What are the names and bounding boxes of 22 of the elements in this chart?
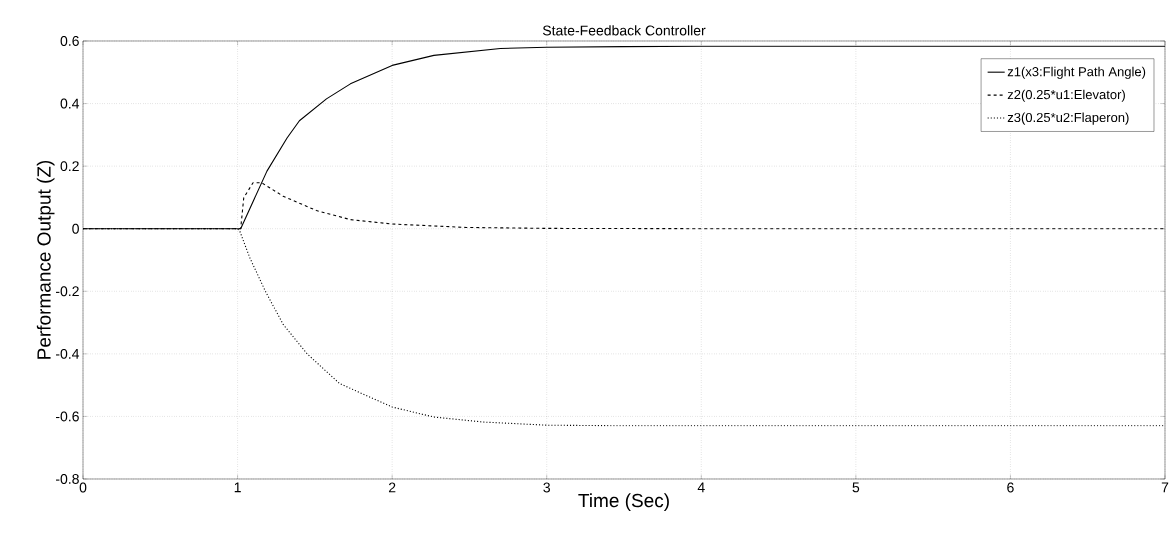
y-axis-title: Performance Output (Z): [36, 160, 55, 359]
x-tick-label: 6: [1007, 482, 1014, 493]
x-axis-title: Time (Sec): [578, 493, 669, 511]
y-tick-label: 0.2: [60, 161, 79, 172]
x-tick-label: 1: [234, 482, 241, 493]
x-tick-label: 3: [543, 482, 550, 493]
legend-label: z2(0.25*u1:Elevator): [1007, 89, 1125, 102]
x-tick-label: 4: [697, 482, 705, 493]
y-tick-label: 0.6: [60, 36, 79, 46]
chart-title: State-Feedback Controller: [542, 25, 706, 36]
legend-label: z1(x3:Flight Path Angle): [1007, 66, 1146, 79]
y-tick-label: -0.2: [55, 286, 79, 297]
y-tick-label: -0.6: [55, 411, 79, 422]
legend-label: z3(0.25*u2:Flaperon): [1007, 112, 1129, 125]
y-tick-label: 0.4: [60, 98, 80, 109]
y-tick-label: 0: [72, 223, 79, 234]
x-tick-label: 5: [852, 482, 860, 493]
x-tick-label: 7: [1161, 482, 1169, 493]
x-tick-label: 0: [79, 482, 87, 493]
y-tick-label: -0.8: [55, 474, 79, 484]
y-tick-label: -0.4: [55, 348, 80, 359]
x-tick-label: 2: [388, 482, 396, 493]
